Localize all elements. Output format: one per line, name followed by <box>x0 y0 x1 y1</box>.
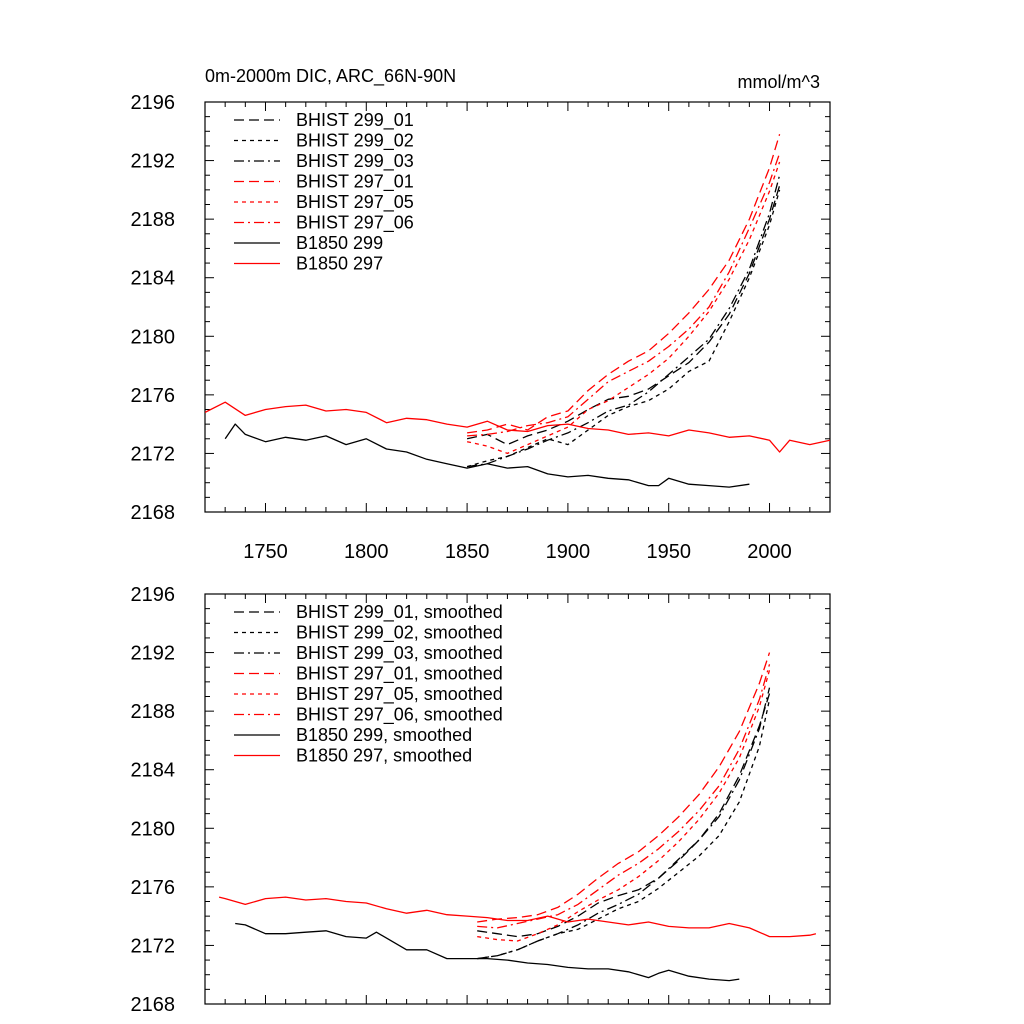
y-tick-label: 2176 <box>131 877 176 899</box>
series-line-3 <box>467 175 781 468</box>
series-line-7 <box>235 922 740 982</box>
y-tick-label: 2172 <box>131 443 176 465</box>
x-tick-label: 1750 <box>243 541 288 563</box>
legend-label: B1850 297 <box>296 254 383 274</box>
units-label: mmol/m^3 <box>738 72 820 92</box>
series-line-8 <box>205 401 830 453</box>
legend-label: B1850 299, smoothed <box>296 725 472 745</box>
legend-label: BHIST 299_01, smoothed <box>296 602 503 623</box>
legend-label: BHIST 297_05 <box>296 192 414 213</box>
series-line-4 <box>477 652 771 923</box>
y-tick-label: 2188 <box>131 701 176 723</box>
series-line-5 <box>466 161 781 455</box>
y-tick-label: 2196 <box>131 92 176 114</box>
series-line-8 <box>218 896 817 938</box>
y-tick-label: 2180 <box>131 818 176 840</box>
legend-label: BHIST 297_06, smoothed <box>296 705 503 726</box>
y-tick-label: 2188 <box>131 209 176 231</box>
y-tick-label: 2168 <box>131 994 176 1016</box>
y-tick-label: 2168 <box>131 502 176 524</box>
legend-label: BHIST 299_03, smoothed <box>296 643 503 664</box>
legend-label: B1850 297, smoothed <box>296 746 472 766</box>
y-tick-label: 2192 <box>131 643 176 665</box>
legend-label: BHIST 297_05, smoothed <box>296 684 503 705</box>
y-tick-label: 2180 <box>131 326 176 348</box>
x-tick-label: 1900 <box>546 541 591 563</box>
y-tick-label: 2184 <box>131 760 176 782</box>
x-tick-label: 1850 <box>445 541 490 563</box>
series-line-1 <box>477 693 771 938</box>
series-line-6 <box>477 664 771 929</box>
legend-label: BHIST 299_03 <box>296 151 414 172</box>
series-line-2 <box>477 699 771 960</box>
x-tick-label: 1950 <box>646 541 691 563</box>
y-tick-label: 2196 <box>131 584 176 606</box>
chart-panel-2: 2168 2172 2176 2180 2184 2188 2192 2196 BHIST 29… <box>131 584 831 1016</box>
legend-label: BHIST 297_06 <box>296 213 414 234</box>
series-line-7 <box>224 423 750 488</box>
x-tick-label: 1800 <box>344 541 389 563</box>
series-line-4 <box>467 134 781 434</box>
series-line-3 <box>477 687 771 960</box>
chart-panel-1: 2168 2172 2176 2180 2184 2188 2192 2196 1750 1800… <box>131 66 831 563</box>
legend-label: BHIST 299_02 <box>296 131 414 152</box>
x-tick-label: 2000 <box>747 541 792 563</box>
y-tick-label: 2192 <box>131 151 176 173</box>
y-tick-label: 2172 <box>131 935 176 957</box>
legend-label: B1850 299 <box>296 233 383 253</box>
chart-title: 0m-2000m DIC, ARC_66N-90N <box>205 66 456 87</box>
series-group <box>205 134 830 488</box>
y-tick-label: 2176 <box>131 385 176 407</box>
series-line-1 <box>466 185 781 446</box>
y-tick-label: 2184 <box>131 268 176 290</box>
legend-label: BHIST 297_01, smoothed <box>296 664 503 685</box>
legend-label: BHIST 299_01 <box>296 110 414 131</box>
series-line-5 <box>477 669 771 942</box>
legend-label: BHIST 297_01 <box>296 172 414 193</box>
series-line-6 <box>467 153 781 437</box>
series-line-2 <box>466 189 781 468</box>
legend-label: BHIST 299_02, smoothed <box>296 623 503 644</box>
series-group <box>218 652 817 982</box>
